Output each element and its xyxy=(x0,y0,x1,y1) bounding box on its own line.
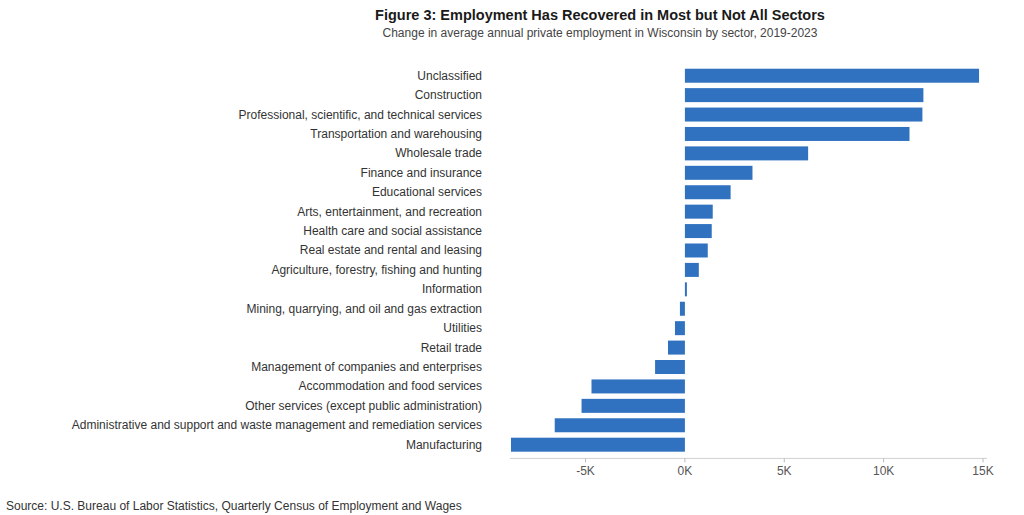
bar xyxy=(675,321,685,335)
category-label: Management of companies and enterprises xyxy=(251,360,482,374)
category-label: Real estate and rental and leasing xyxy=(300,243,482,257)
chart-container: Figure 3: Employment Has Recovered in Mo… xyxy=(0,0,1024,515)
x-tick-label: 5K xyxy=(777,464,792,478)
category-label: Utilities xyxy=(443,321,482,335)
bars xyxy=(511,69,979,452)
title: Figure 3: Employment Has Recovered in Mo… xyxy=(375,7,825,23)
x-tick xyxy=(883,458,884,462)
category-label: Arts, entertainment, and recreation xyxy=(297,205,482,219)
category-label: Information xyxy=(422,282,482,296)
bar xyxy=(685,69,979,83)
category-label: Educational services xyxy=(372,185,482,199)
category-label: Finance and insurance xyxy=(361,166,483,180)
bar xyxy=(685,282,687,296)
x-tick xyxy=(585,458,586,462)
bar xyxy=(685,127,910,141)
category-label: Manufacturing xyxy=(406,438,482,452)
category-label: Construction xyxy=(415,88,482,102)
bar xyxy=(685,88,924,102)
bar xyxy=(685,166,753,180)
bar xyxy=(555,418,685,432)
category-label: Administrative and support and waste man… xyxy=(72,418,482,432)
x-tick xyxy=(784,458,785,462)
x-axis-line xyxy=(510,458,987,459)
bar xyxy=(685,205,713,219)
category-label: Retail trade xyxy=(421,341,483,355)
bar xyxy=(685,185,731,199)
bar xyxy=(685,243,708,257)
x-tick xyxy=(983,458,984,462)
bar xyxy=(685,263,699,277)
bar xyxy=(655,360,685,374)
bar xyxy=(511,438,685,452)
bar xyxy=(668,341,685,355)
category-label: Health care and social assistance xyxy=(303,224,482,238)
x-tick-label: -5K xyxy=(576,464,595,478)
x-tick-label: 10K xyxy=(873,464,894,478)
category-label: Agriculture, forestry, fishing and hunti… xyxy=(271,263,482,277)
bar xyxy=(591,379,684,393)
bar xyxy=(680,302,685,316)
category-label: Unclassified xyxy=(417,69,482,83)
chart-svg: Figure 3: Employment Has Recovered in Mo… xyxy=(0,0,1024,515)
category-label: Mining, quarrying, and oil and gas extra… xyxy=(247,302,482,316)
source-note: Source: U.S. Bureau of Labor Statistics,… xyxy=(6,499,462,513)
x-tick-label: 15K xyxy=(972,464,993,478)
bar xyxy=(582,399,685,413)
bar xyxy=(685,108,923,122)
category-label: Other services (except public administra… xyxy=(245,399,482,413)
category-label: Wholesale trade xyxy=(395,146,482,160)
category-label: Accommodation and food services xyxy=(299,379,482,393)
bar xyxy=(685,224,712,238)
subtitle: Change in average annual private employm… xyxy=(383,26,818,40)
category-label: Transportation and warehousing xyxy=(310,127,482,141)
category-label: Professional, scientific, and technical … xyxy=(239,108,482,122)
x-tick-label: 0K xyxy=(678,464,693,478)
bar xyxy=(685,146,808,160)
x-tick xyxy=(684,458,685,462)
